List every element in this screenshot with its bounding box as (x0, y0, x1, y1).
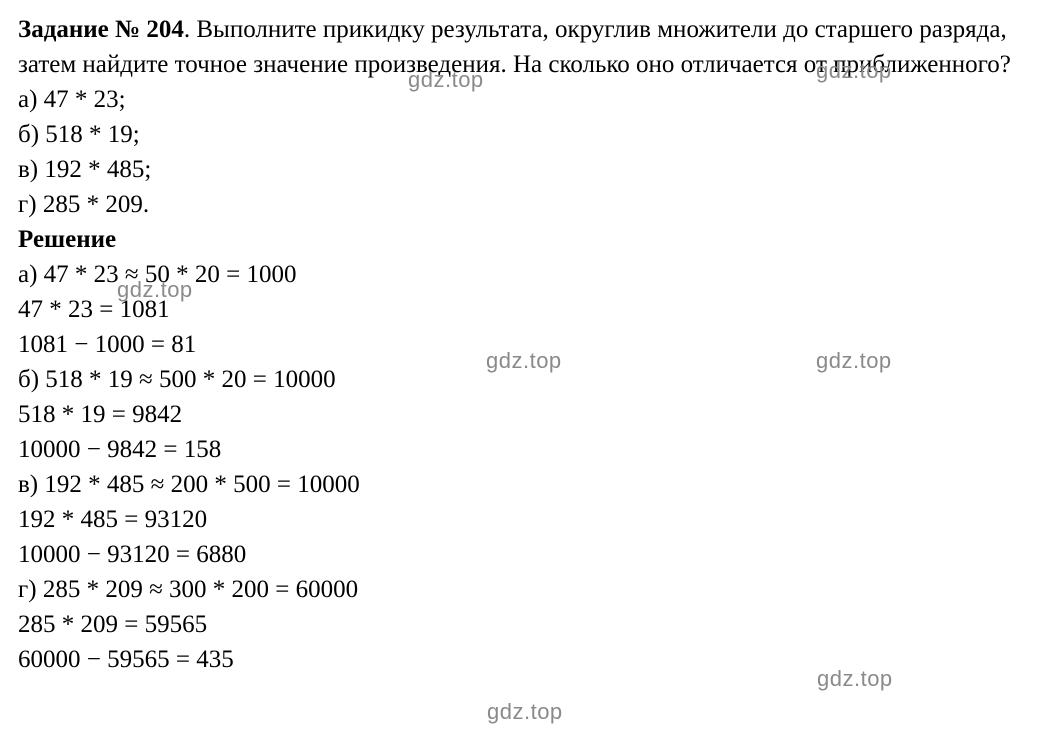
task-label: Задание № 204 (18, 16, 184, 43)
sol-b2: 518 * 19 = 9842 (18, 397, 1043, 432)
sol-a2: 47 * 23 = 1081 (18, 292, 1043, 327)
sol-b3: 10000 − 9842 = 158 (18, 432, 1043, 467)
item-a: а) 47 * 23; (18, 82, 1043, 117)
sol-g3: 60000 − 59565 = 435 (18, 642, 1043, 677)
task-header: Задание № 204. Выполните прикидку резуль… (18, 12, 1043, 82)
solution-label: Решение (18, 222, 1043, 257)
sol-g2: 285 * 209 = 59565 (18, 607, 1043, 642)
sol-a1: а) 47 * 23 ≈ 50 * 20 = 1000 (18, 257, 1043, 292)
sol-a3: 1081 − 1000 = 81 (18, 327, 1043, 362)
item-g: г) 285 * 209. (18, 187, 1043, 222)
sol-g1: г) 285 * 209 ≈ 300 * 200 = 60000 (18, 572, 1043, 607)
watermark: gdz.top (487, 697, 563, 728)
sol-v3: 10000 − 93120 = 6880 (18, 537, 1043, 572)
task-period: . (184, 16, 197, 43)
item-v: в) 192 * 485; (18, 152, 1043, 187)
sol-v2: 192 * 485 = 93120 (18, 502, 1043, 537)
sol-v1: в) 192 * 485 ≈ 200 * 500 = 10000 (18, 467, 1043, 502)
item-b: б) 518 * 19; (18, 117, 1043, 152)
sol-b1: б) 518 * 19 ≈ 500 * 20 = 10000 (18, 362, 1043, 397)
